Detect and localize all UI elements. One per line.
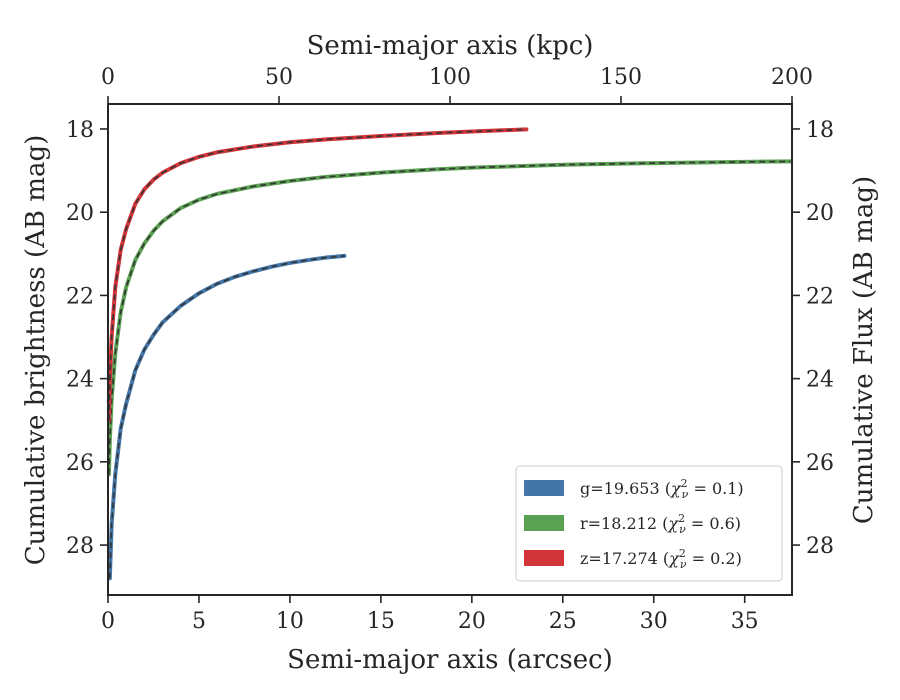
legend-label-prefix: g=19.653 ( bbox=[580, 479, 671, 498]
y-tick-label: 20 bbox=[66, 201, 94, 226]
x-tick-label: 25 bbox=[549, 609, 577, 634]
legend-label-suffix: = 0.6) bbox=[686, 514, 741, 533]
legend-label-sup: 2 bbox=[678, 512, 685, 525]
x-top-tick-label: 150 bbox=[600, 65, 642, 90]
x-tick-label: 30 bbox=[640, 609, 668, 634]
legend-label-suffix: = 0.1) bbox=[688, 479, 743, 498]
y-axis-title: Cumulative brightness (AB mag) bbox=[21, 135, 51, 566]
x-tick-label: 10 bbox=[276, 609, 304, 634]
x-top-axis-title: Semi-major axis (kpc) bbox=[307, 31, 594, 61]
legend-label-1: r=18.212 (χ2 ν = 0.6) bbox=[580, 512, 741, 536]
legend: g=19.653 (χ2 ν = 0.1)r=18.212 (χ2 ν = 0.6)… bbox=[515, 465, 783, 582]
x-tick-label: 20 bbox=[458, 609, 486, 634]
series-fit-line-0 bbox=[109, 255, 345, 579]
series-fit-line-2 bbox=[108, 128, 527, 421]
y-right-tick-label: 22 bbox=[806, 284, 834, 309]
y-tick-label: 18 bbox=[66, 118, 94, 143]
legend-box bbox=[515, 465, 783, 582]
x-tick-label: 15 bbox=[367, 609, 395, 634]
series-fit-line-1 bbox=[108, 160, 791, 475]
legend-label-prefix: r=18.212 ( bbox=[580, 514, 668, 533]
legend-label-sup: 2 bbox=[679, 547, 686, 560]
x-tick-label: 35 bbox=[731, 609, 759, 634]
y-right-tick-label: 26 bbox=[806, 451, 834, 476]
legend-swatch-1 bbox=[524, 515, 564, 531]
y-tick-label: 24 bbox=[66, 368, 94, 393]
y-right-axis-title: Cumulative Flux (AB mag) bbox=[849, 176, 879, 524]
legend-label-2: z=17.274 (χ2 ν = 0.2) bbox=[580, 547, 742, 571]
y-right-tick-label: 28 bbox=[806, 534, 834, 559]
x-top-tick-label: 50 bbox=[265, 65, 293, 90]
y-right-tick-label: 24 bbox=[806, 368, 834, 393]
series-line-2 bbox=[106, 127, 529, 423]
legend-label-chi: χ bbox=[667, 514, 679, 533]
x-top-tick-label: 200 bbox=[771, 65, 813, 90]
legend-label-suffix: = 0.2) bbox=[687, 549, 742, 568]
y-right-tick-label: 20 bbox=[806, 201, 834, 226]
y-tick-label: 28 bbox=[66, 534, 94, 559]
legend-label-prefix: z=17.274 ( bbox=[580, 549, 669, 568]
legend-label-chi: χ bbox=[668, 549, 680, 568]
x-top-tick-label: 100 bbox=[429, 65, 471, 90]
legend-label-sub: ν bbox=[680, 558, 687, 571]
plot-frame bbox=[107, 103, 793, 596]
legend-label-chi: χ bbox=[670, 479, 682, 498]
legend-label-sub: ν bbox=[679, 523, 686, 536]
x-axis-title: Semi-major axis (arcsec) bbox=[287, 645, 613, 675]
y-tick-label: 26 bbox=[66, 451, 94, 476]
y-tick-label: 22 bbox=[66, 284, 94, 309]
legend-label-0: g=19.653 (χ2 ν = 0.1) bbox=[580, 477, 744, 501]
curves-layer bbox=[106, 127, 793, 581]
series-line-0 bbox=[107, 253, 347, 581]
y-right-tick-label: 18 bbox=[806, 118, 834, 143]
legend-label-sub: ν bbox=[682, 488, 689, 501]
x-tick-label: 5 bbox=[192, 609, 206, 634]
legend-swatch-2 bbox=[524, 550, 564, 566]
x-top-tick-label: 0 bbox=[101, 65, 115, 90]
series-line-1 bbox=[106, 159, 793, 477]
x-tick-label: 0 bbox=[101, 609, 115, 634]
legend-label-sup: 2 bbox=[681, 477, 688, 490]
legend-swatch-0 bbox=[524, 480, 564, 496]
